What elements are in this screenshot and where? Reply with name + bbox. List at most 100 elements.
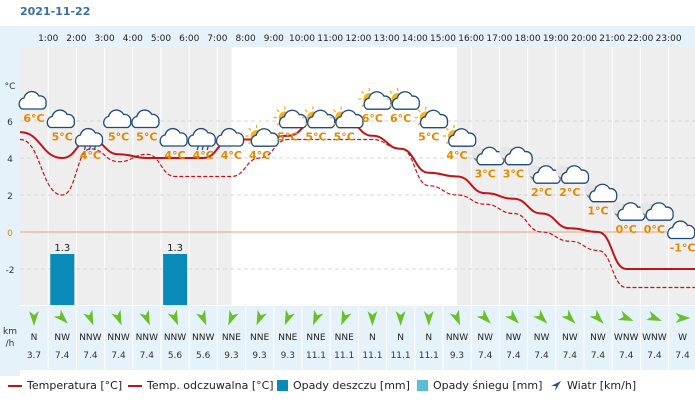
legend-wind-label: Wiatr [km/h] bbox=[567, 379, 637, 392]
rain-drop bbox=[206, 145, 209, 151]
rain-drop bbox=[93, 145, 96, 151]
cloud-shape bbox=[278, 109, 308, 129]
cloud-icon bbox=[18, 90, 47, 110]
wind-arrow-icon bbox=[449, 309, 461, 326]
sun-cloud-icon bbox=[443, 125, 477, 147]
wind-speed: 9.3 bbox=[224, 351, 238, 361]
wind-direction: N bbox=[369, 333, 376, 343]
wind-arrow-shape bbox=[139, 309, 150, 326]
sun-ray bbox=[389, 104, 393, 108]
wind-unit-h: /h bbox=[6, 339, 15, 349]
wind-arrow-shape bbox=[561, 309, 576, 324]
wind-arrow-shape bbox=[312, 309, 324, 326]
cloud-shape bbox=[74, 127, 104, 147]
wind-speed: 7.4 bbox=[478, 351, 493, 361]
legend-snow: Opady śniegu [mm] bbox=[417, 379, 542, 392]
wind-arrow-shape bbox=[228, 309, 239, 326]
sun-ray bbox=[332, 122, 337, 126]
rain-drop bbox=[201, 145, 204, 151]
wind-direction: N bbox=[31, 333, 38, 343]
wind-arrow-icon bbox=[341, 309, 352, 326]
y-tick-label: -2 bbox=[6, 266, 15, 276]
sun-cloud-icon bbox=[386, 88, 421, 110]
wind-arrow-icon bbox=[256, 309, 267, 326]
cloud-shape bbox=[103, 109, 132, 129]
wind-direction: NNW bbox=[164, 333, 186, 343]
temp-label: 4°C bbox=[446, 149, 467, 162]
legend-feels-like: Temp. odczuwalna [°C] bbox=[128, 379, 274, 392]
cloud-shape bbox=[335, 109, 364, 129]
temp-label: 0°C bbox=[644, 223, 665, 236]
wind-speed: 5.6 bbox=[196, 351, 211, 361]
cloud-shape bbox=[46, 109, 76, 129]
cloud-shape bbox=[159, 127, 188, 147]
wind-speed: 7.4 bbox=[647, 351, 662, 361]
wind-arrow-icon bbox=[284, 309, 296, 326]
legend-rain: Opady deszczu [mm] bbox=[277, 379, 410, 392]
hour-label: 2:00 bbox=[66, 34, 86, 44]
temp-label: 5°C bbox=[305, 131, 326, 144]
wind-speed: 7.4 bbox=[591, 351, 606, 361]
hour-label: 16:00 bbox=[458, 34, 484, 44]
wind-arrow-shape bbox=[341, 309, 352, 326]
chart-date: 2021-11-22 bbox=[20, 5, 91, 18]
wind-arrow-icon bbox=[111, 309, 122, 326]
wind-speed: 7.4 bbox=[111, 351, 126, 361]
moon-cloud-icon bbox=[555, 165, 590, 184]
wind-speed: 11.1 bbox=[306, 351, 326, 361]
cloud-shape bbox=[504, 146, 533, 166]
temp-label: 5°C bbox=[52, 131, 73, 144]
wind-direction: N bbox=[397, 333, 404, 343]
wind-arrow-shape bbox=[533, 309, 548, 324]
rain-bar-label: 1.3 bbox=[167, 243, 183, 254]
sun-cloud-icon bbox=[302, 106, 336, 129]
hour-label: 9:00 bbox=[264, 34, 284, 44]
wind-speed: 11.1 bbox=[362, 351, 382, 361]
sun-cloud-icon bbox=[273, 106, 308, 129]
wind-arrow-shape bbox=[29, 311, 39, 326]
wind-direction: NNW bbox=[192, 333, 214, 343]
wind-arrow-icon bbox=[53, 309, 68, 324]
wind-arrow-shape bbox=[589, 309, 604, 324]
sun-ray bbox=[445, 141, 449, 145]
temp-label: 6°C bbox=[362, 112, 383, 125]
wind-speed: 7.4 bbox=[55, 351, 70, 361]
temp-label: 0°C bbox=[616, 223, 637, 236]
legend: Temperatura [°C] Temp. odczuwalna [°C] O… bbox=[0, 375, 695, 397]
cloud-shape bbox=[645, 202, 674, 221]
hour-label: 17:00 bbox=[486, 34, 512, 44]
wind-speed: 7.4 bbox=[619, 351, 634, 361]
cloud-shape bbox=[589, 183, 618, 203]
hour-label: 15:00 bbox=[430, 34, 456, 44]
wind-arrow-icon bbox=[589, 309, 604, 324]
legend-snow-label: Opady śniegu [mm] bbox=[433, 379, 543, 392]
wind-arrow-icon bbox=[561, 309, 576, 324]
temp-label: 4°C bbox=[164, 149, 185, 162]
wind-speed: 11.1 bbox=[391, 351, 411, 361]
wind-arrow-shape bbox=[367, 311, 378, 326]
wind-arrow-icon bbox=[476, 309, 491, 324]
hour-label: 23:00 bbox=[656, 34, 682, 44]
moon-cloud-icon bbox=[471, 146, 505, 166]
legend-temperature-label: Temperatura [°C] bbox=[27, 379, 123, 392]
wind-arrow-icon bbox=[617, 310, 634, 322]
y-tick-label: 6 bbox=[7, 118, 13, 128]
rain-bar bbox=[50, 254, 75, 305]
wind-direction: NNE bbox=[250, 333, 269, 343]
wind-arrow-icon bbox=[504, 309, 520, 324]
cloud-icon bbox=[131, 109, 160, 129]
temp-label: 2°C bbox=[531, 186, 552, 199]
moon-cloud-icon bbox=[527, 165, 562, 184]
temp-label: 4°C bbox=[80, 149, 101, 162]
hour-label: 7:00 bbox=[207, 34, 227, 44]
temp-label: 1°C bbox=[587, 205, 608, 218]
wind-direction: NW bbox=[54, 333, 70, 343]
sun-cloud-icon bbox=[414, 106, 449, 129]
legend-rain-swatch bbox=[277, 380, 288, 391]
hour-label: 3:00 bbox=[94, 34, 114, 44]
wind-arrow-shape bbox=[395, 311, 406, 326]
cloud-shape bbox=[307, 109, 336, 129]
cloud-shape bbox=[18, 90, 47, 110]
wind-arrow-shape bbox=[284, 309, 296, 326]
rain-drop bbox=[83, 145, 86, 151]
